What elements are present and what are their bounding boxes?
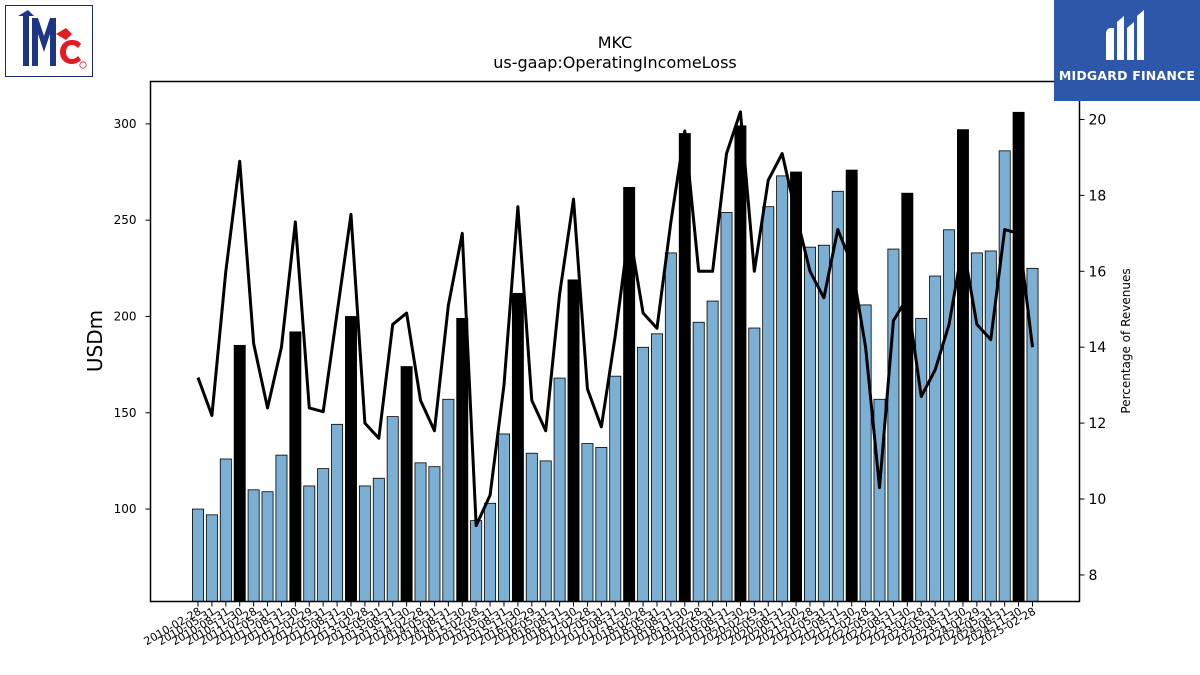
annual-bar [1012, 111, 1025, 602]
y-axis-label-right: Percentage of Revenues [1119, 268, 1133, 413]
quarter-bar [609, 375, 622, 602]
quarter-bar [720, 212, 733, 602]
quarter-bar [637, 346, 650, 602]
y-tick-label: 100 [114, 502, 137, 516]
annual-bar [845, 169, 858, 602]
y-tick-label-right: 10 [1089, 492, 1107, 508]
quarter-bar [525, 452, 538, 602]
y-tick-label: 250 [114, 213, 137, 227]
quarter-bar [428, 466, 441, 602]
quarter-bar [929, 275, 942, 602]
y-tick-label: 200 [114, 309, 137, 323]
quarter-bar [776, 175, 789, 602]
y-tick-label-right: 12 [1089, 416, 1107, 432]
annual-bar [400, 366, 413, 602]
quarter-bar [358, 485, 371, 602]
quarter-bar [762, 206, 775, 602]
quarter-bar [219, 458, 232, 602]
quarter-bar [804, 246, 816, 602]
quarter-bar [887, 248, 900, 602]
bars-layer [192, 111, 1039, 602]
quarter-bar [414, 462, 427, 602]
quarter-bar [581, 443, 594, 602]
right-axis: 8 10 12 14 16 18 20 [1079, 112, 1107, 584]
line-layer [196, 110, 1034, 528]
quarter-bar [331, 423, 344, 602]
quarter-bar [664, 252, 677, 602]
annual-bar [956, 129, 969, 602]
quarter-bar [317, 468, 330, 602]
mccormick-logo [5, 5, 93, 77]
quarter-bar [651, 333, 663, 602]
annual-bar [734, 125, 747, 602]
annual-bar [678, 133, 691, 602]
midgard-finance-text: MIDGARD FINANCE [1058, 68, 1196, 83]
quarter-bar [998, 150, 1011, 602]
percentage-line [196, 110, 1034, 528]
quarter-bar [205, 514, 218, 602]
quarter-bar [553, 377, 566, 602]
quarter-bar [303, 485, 316, 602]
mccormick-logo-icon [18, 10, 87, 69]
quarter-bar [498, 433, 510, 602]
quarter-bar [943, 229, 956, 602]
chart-title: MKC [598, 33, 633, 52]
annual-bar [345, 316, 357, 602]
annual-bar [233, 344, 246, 602]
annual-bar [289, 331, 302, 602]
quarter-bar [386, 416, 399, 602]
annual-bar [511, 292, 524, 602]
quarter-bar [539, 460, 552, 602]
quarter-bar [706, 300, 719, 602]
y-axis-label: USDm [83, 310, 107, 372]
y-tick-label-right: 16 [1089, 264, 1107, 280]
y-tick-label: 300 [114, 117, 137, 131]
x-axis: 2010-02-282010-05-312010-08-312010-11-30… [142, 601, 1038, 648]
chart-subtitle: us-gaap:OperatingIncomeLoss [493, 53, 737, 72]
quarter-bar [470, 520, 483, 602]
quarter-bar [261, 491, 274, 602]
y-tick-label: 150 [114, 406, 137, 420]
quarter-bar [748, 327, 761, 602]
annual-bar [567, 279, 580, 602]
y-tick-label-right: 18 [1089, 188, 1107, 204]
annual-bar [901, 192, 914, 602]
quarter-bar [192, 508, 204, 602]
annual-bar [456, 317, 469, 602]
y-tick-label-right: 20 [1089, 112, 1107, 128]
quarter-bar [484, 502, 497, 602]
midgard-finance-logo: MIDGARD FINANCE [1054, 0, 1200, 101]
quarter-bar [247, 489, 260, 602]
quarter-bar [275, 454, 288, 602]
quarter-bar [372, 477, 385, 602]
left-axis: 100 150 200 250 300 [114, 117, 151, 516]
midgard-finance-icon [1106, 10, 1144, 60]
quarter-bar [692, 321, 705, 602]
y-tick-label-right: 14 [1089, 340, 1107, 356]
quarter-bar [595, 447, 608, 602]
y-tick-label-right: 8 [1089, 568, 1098, 584]
quarter-bar [442, 398, 455, 602]
